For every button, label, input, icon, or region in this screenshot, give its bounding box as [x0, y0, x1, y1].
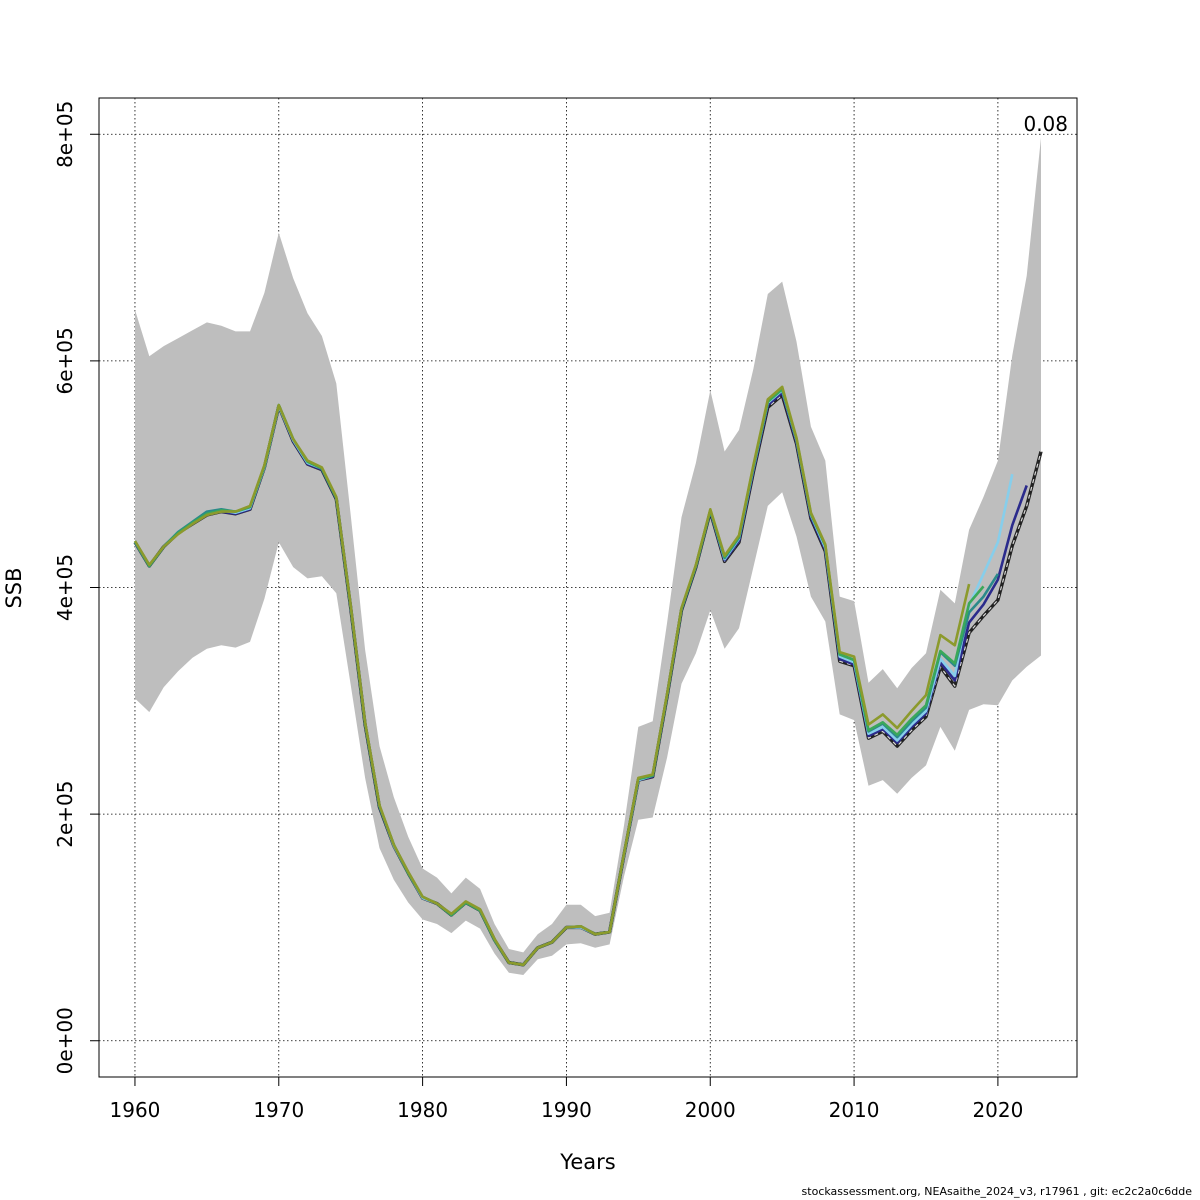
y-tick-label-2e+05: 2e+05: [53, 780, 77, 847]
y-tick-label-8e+05: 8e+05: [53, 101, 77, 168]
x-tick-label-1990: 1990: [541, 1098, 592, 1122]
series-line-2019-assessment: [133, 385, 971, 967]
confidence-band: [135, 137, 1041, 975]
x-axis: 1960 1970 1980 1990 2000 2010 2020: [110, 1076, 1023, 1122]
series-line-2024-assessment-dash: [134, 394, 1042, 966]
y-axis: 0e+00 2e+05 4e+05 6e+05 8e+05: [53, 101, 100, 1074]
footer-text: stockassessment.org, NEAsaithe_2024_v3, …: [802, 1185, 1193, 1198]
x-tick-label-1960: 1960: [110, 1098, 161, 1122]
x-tick-label-1970: 1970: [253, 1098, 304, 1122]
x-tick-label-2010: 2010: [829, 1098, 880, 1122]
x-axis-title: Years: [559, 1150, 615, 1174]
y-tick-label-6e+05: 6e+05: [53, 327, 77, 394]
series-layer: [133, 385, 1043, 967]
y-axis-title: SSB: [2, 567, 26, 608]
confidence-band-layer: [135, 137, 1041, 975]
x-tick-label-2020: 2020: [972, 1098, 1023, 1122]
annotation-label: 0.08: [1023, 112, 1068, 136]
x-tick-label-2000: 2000: [685, 1098, 736, 1122]
y-tick-label-4e+05: 4e+05: [53, 554, 77, 621]
y-tick-label-0e+00: 0e+00: [53, 1007, 77, 1074]
x-tick-label-1980: 1980: [397, 1098, 448, 1122]
